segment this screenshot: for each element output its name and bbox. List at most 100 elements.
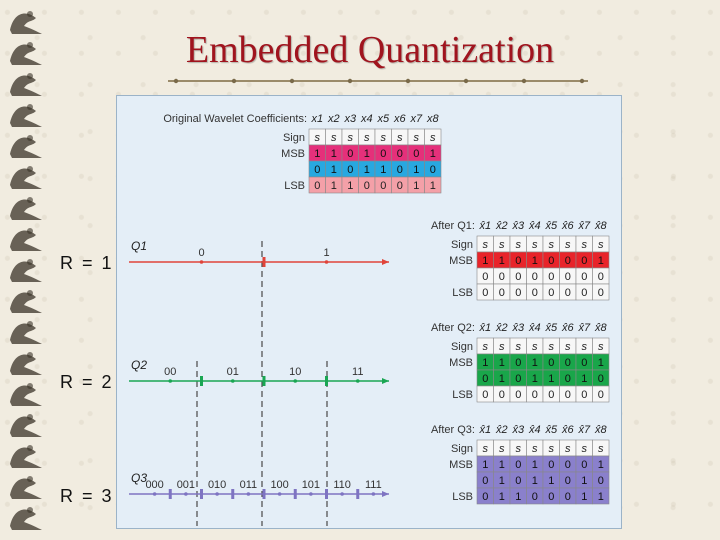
after-q1-table-cell-value: 0	[581, 255, 587, 267]
after-q1-table-cell-value: 0	[499, 287, 505, 299]
after-q2-table-col-header: x̂4	[528, 322, 541, 334]
hieroglyph-icon	[10, 42, 42, 65]
hieroglyph-shape	[10, 13, 42, 34]
hieroglyph-dot	[27, 11, 33, 17]
after-q1-table-col-header: x̂1	[478, 220, 491, 232]
after-q2-table-col-header: x̂1	[478, 322, 491, 334]
after-q3-table-cell-value: s	[483, 443, 489, 455]
hieroglyph-dot	[27, 352, 33, 358]
hieroglyph-dot	[27, 445, 33, 451]
after-q1-table-cell-value: s	[549, 239, 555, 251]
after-q3-table-cell-value: 0	[482, 491, 488, 503]
after-q1-table-cell-value: s	[598, 239, 604, 251]
after-q2-table-cell-value: s	[565, 341, 571, 353]
original-table-cell-value: s	[381, 132, 387, 144]
hieroglyph-border	[10, 11, 42, 530]
reconstruction-point	[277, 492, 282, 496]
after-q2-table-cell-value: 1	[482, 357, 488, 369]
original-table-cell-value: s	[364, 132, 370, 144]
after-q1-table-row-label: LSB	[452, 287, 473, 299]
after-q2-table-cell-value: 0	[532, 389, 538, 401]
after-q3-table-cell-value: 0	[565, 475, 571, 487]
hieroglyph-shape	[10, 354, 42, 375]
original-table-cell-value: 1	[430, 180, 436, 192]
hieroglyph-dot	[27, 476, 33, 482]
code-label: 001	[177, 479, 195, 491]
after-q3-table-col-header: x̂3	[511, 424, 525, 436]
original-table-cell-value: 0	[314, 180, 320, 192]
after-q3-table-cell-value: 1	[515, 491, 521, 503]
after-q3-table-cell-value: 0	[482, 475, 488, 487]
decision-boundary-tick	[293, 489, 297, 499]
hieroglyph-dot	[27, 197, 33, 203]
after-q1-table-cell-value: 0	[532, 287, 538, 299]
reconstruction-point	[230, 379, 235, 383]
original-table-cell-value: 0	[347, 148, 353, 160]
hieroglyph-shape	[10, 137, 42, 158]
original-table-cell-value: 0	[430, 164, 436, 176]
code-label: 101	[302, 479, 320, 491]
decision-boundary-tick	[356, 489, 360, 499]
code-label: 110	[333, 479, 351, 491]
original-table-col-header: x2	[327, 113, 340, 125]
original-table-cell-value: 1	[430, 148, 436, 160]
after-q1-table-cell-value: 0	[581, 271, 587, 283]
after-q1-table-cell-value: s	[483, 239, 489, 251]
after-q3-table-row-label: Sign	[451, 443, 473, 455]
code-label: 000	[145, 479, 163, 491]
reconstruction-point	[152, 492, 157, 496]
after-q2-table-row-label: Sign	[451, 341, 473, 353]
after-q3-table-cell-value: 1	[532, 459, 538, 471]
axis-arrow-icon	[382, 259, 389, 265]
original-table-cell-value: 0	[380, 180, 386, 192]
reconstruction-point	[340, 492, 344, 496]
after-q2-table-cell-value: s	[582, 341, 588, 353]
after-q3-table-col-header: x̂2	[495, 424, 508, 436]
after-q1-table-cell-value: 0	[515, 287, 521, 299]
hieroglyph-icon	[10, 11, 42, 34]
hieroglyph-shape	[10, 199, 42, 220]
hieroglyph-shape	[10, 168, 42, 189]
after-q2-table-cell-value: 1	[499, 373, 505, 385]
original-table-row-label: LSB	[284, 180, 305, 192]
hieroglyph-dot	[27, 259, 33, 265]
after-q1-table-cell-value: 0	[565, 271, 571, 283]
after-q1-table-heading: After Q1:	[431, 220, 475, 232]
original-table-cell-value: s	[414, 132, 420, 144]
decision-boundary-tick	[231, 489, 235, 499]
reconstruction-point	[371, 492, 376, 496]
hieroglyph-dot	[27, 383, 33, 389]
after-q1-table-cell-value: 0	[581, 287, 587, 299]
after-q1-table-cell-value: 0	[515, 255, 521, 267]
after-q2-table-col-header: x̂5	[544, 322, 558, 334]
original-table-cell-value: 0	[397, 164, 403, 176]
after-q2-table-cell	[592, 385, 610, 403]
hieroglyph-dot	[27, 290, 33, 296]
after-q1-table-cell-value: s	[499, 239, 505, 251]
rule-dot	[347, 78, 353, 84]
after-q1-table-cell-value: s	[516, 239, 522, 251]
hieroglyph-shape	[10, 447, 42, 468]
original-table-cell-value: s	[348, 132, 354, 144]
after-q2-table-col-header: x̂6	[561, 322, 575, 334]
hieroglyph-shape	[10, 416, 42, 437]
after-q3-table-col-header: x̂1	[478, 424, 491, 436]
hieroglyph-icon	[10, 197, 42, 220]
after-q3-table-cell-value: 0	[565, 459, 571, 471]
original-table-cell-value: 0	[364, 180, 370, 192]
decision-boundary-tick	[325, 376, 328, 386]
after-q3-table-cell-value: s	[499, 443, 505, 455]
after-q3-table-col-header: x̂5	[544, 424, 558, 436]
after-q1-table-cell-value: 0	[565, 287, 571, 299]
hieroglyph-icon	[10, 321, 42, 344]
code-label: 01	[227, 366, 239, 378]
after-q1-table-col-header: x̂7	[577, 220, 591, 232]
after-q2-table-cell-value: 1	[532, 373, 538, 385]
after-q1-table-col-header: x̂4	[528, 220, 541, 232]
hieroglyph-shape	[10, 292, 42, 313]
after-q3-table-cell-value: s	[582, 443, 588, 455]
after-q2-table-cell-value: 0	[565, 389, 571, 401]
after-q3-table-cell	[592, 487, 610, 505]
slide-title: Embedded Quantization	[185, 29, 555, 71]
after-q2-table-row-label: LSB	[452, 389, 473, 401]
